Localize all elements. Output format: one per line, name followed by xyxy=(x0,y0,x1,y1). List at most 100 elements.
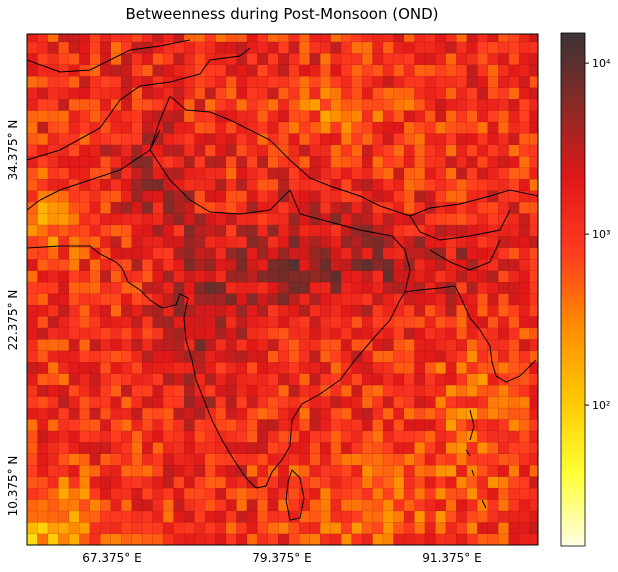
heatmap-cell xyxy=(100,476,112,489)
heatmap-cell xyxy=(79,41,91,54)
heatmap-cell xyxy=(27,418,38,432)
heatmap-cell xyxy=(131,235,143,249)
heatmap-cell xyxy=(299,453,311,466)
heatmap-cell xyxy=(152,338,164,352)
heatmap-cell xyxy=(518,87,531,100)
heatmap-cell xyxy=(257,270,269,283)
heatmap-cell xyxy=(257,224,269,237)
heatmap-cell xyxy=(68,407,80,420)
heatmap-cell xyxy=(110,396,122,409)
heatmap-cell xyxy=(477,487,489,500)
heatmap-cell xyxy=(89,178,101,191)
heatmap-cell xyxy=(37,487,49,500)
heatmap-cell xyxy=(194,167,206,180)
heatmap-cell xyxy=(246,41,258,54)
heatmap-cell xyxy=(183,52,196,66)
heatmap-cell xyxy=(225,155,237,168)
heatmap-cell xyxy=(382,178,394,191)
heatmap-cell xyxy=(121,235,133,249)
heatmap-cell xyxy=(487,34,499,43)
heatmap-cell xyxy=(435,121,447,134)
heatmap-cell xyxy=(141,121,154,134)
heatmap-cell xyxy=(79,247,91,260)
heatmap-cell xyxy=(309,75,321,88)
heatmap-cell xyxy=(466,121,478,134)
heatmap-cell xyxy=(330,510,342,523)
heatmap-cell xyxy=(351,373,363,386)
heatmap-cell xyxy=(131,304,143,317)
heatmap-cell xyxy=(183,464,196,477)
heatmap-cell xyxy=(47,247,59,260)
heatmap-cell xyxy=(152,98,164,111)
heatmap-cell xyxy=(288,315,300,329)
heatmap-cell xyxy=(445,224,457,237)
heatmap-cell xyxy=(351,464,363,477)
heatmap-cell xyxy=(204,178,216,191)
heatmap-cell xyxy=(372,510,384,523)
heatmap-cell xyxy=(68,510,80,523)
heatmap-cell xyxy=(330,110,342,123)
heatmap-cell xyxy=(382,327,394,340)
heatmap-cell xyxy=(152,235,164,249)
heatmap-cell xyxy=(204,258,216,271)
heatmap-cell xyxy=(58,476,70,489)
heatmap-cell xyxy=(445,373,457,386)
heatmap-cell xyxy=(309,361,321,374)
heatmap-cell xyxy=(372,407,384,420)
heatmap-cell xyxy=(37,167,49,180)
heatmap-cell xyxy=(152,533,164,545)
heatmap-cell xyxy=(58,304,70,317)
heatmap-cell xyxy=(121,499,133,512)
heatmap-cell xyxy=(100,121,112,134)
heatmap-cell xyxy=(110,270,122,283)
heatmap-cell xyxy=(27,384,38,397)
heatmap-cell xyxy=(529,281,538,294)
heatmap-cell xyxy=(529,464,538,477)
heatmap-cell xyxy=(466,247,478,260)
heatmap-cell xyxy=(351,281,363,294)
heatmap-cell xyxy=(89,224,101,237)
heatmap-cell xyxy=(68,213,80,226)
heatmap-cell xyxy=(456,327,468,340)
heatmap-cell xyxy=(257,258,269,271)
heatmap-cell xyxy=(320,510,332,523)
heatmap-cell xyxy=(424,396,436,409)
heatmap-cell xyxy=(131,464,143,477)
heatmap-cell xyxy=(382,34,394,43)
heatmap-cell xyxy=(183,510,196,523)
heatmap-cell xyxy=(162,144,175,157)
heatmap-cell xyxy=(403,499,415,512)
heatmap-cell xyxy=(141,98,154,111)
heatmap-cell xyxy=(498,132,510,146)
heatmap-cell xyxy=(477,418,489,432)
heatmap-cell xyxy=(246,441,258,454)
heatmap-cell xyxy=(518,178,531,191)
heatmap-cell xyxy=(37,453,49,466)
heatmap-cell xyxy=(382,213,394,226)
heatmap-cell xyxy=(236,178,248,191)
heatmap-cell xyxy=(173,476,185,489)
heatmap-cell xyxy=(340,304,353,317)
heatmap-cell xyxy=(89,144,101,157)
heatmap-cell xyxy=(236,132,248,146)
heatmap-cell xyxy=(152,441,164,454)
heatmap-cell xyxy=(204,155,216,168)
heatmap-cell xyxy=(309,110,321,123)
heatmap-cell xyxy=(477,98,489,111)
heatmap-cell xyxy=(424,464,436,477)
heatmap-cell xyxy=(204,430,216,443)
heatmap-cell xyxy=(487,144,499,157)
heatmap-cell xyxy=(508,441,520,454)
heatmap-cell xyxy=(477,430,489,443)
heatmap-cell xyxy=(121,121,133,134)
heatmap-cell xyxy=(79,190,91,203)
heatmap-cell xyxy=(79,144,91,157)
heatmap-cell xyxy=(518,430,531,443)
heatmap-cell xyxy=(288,521,300,535)
heatmap-cell xyxy=(37,510,49,523)
heatmap-cell xyxy=(487,281,499,294)
heatmap-cell xyxy=(288,270,300,283)
heatmap-cell xyxy=(194,441,206,454)
heatmap-cell xyxy=(435,110,447,123)
heatmap-cell xyxy=(529,407,538,420)
